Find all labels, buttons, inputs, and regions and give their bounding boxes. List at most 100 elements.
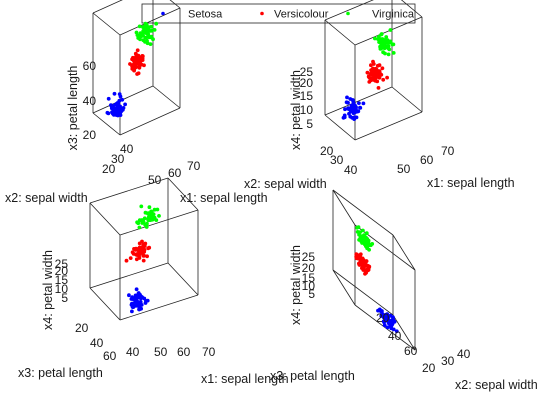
data-point-virginica bbox=[370, 242, 375, 246]
data-point-virginica bbox=[388, 28, 393, 32]
data-point-setosa bbox=[348, 97, 353, 101]
data-point-virginica bbox=[147, 35, 152, 40]
data-point-setosa bbox=[113, 103, 117, 107]
data-point-versicolour bbox=[131, 63, 135, 67]
box-edge bbox=[324, 86, 393, 116]
legend-label-versicolour: Versicolour bbox=[274, 9, 329, 21]
data-point-virginica bbox=[149, 24, 154, 29]
box-edge bbox=[92, 0, 123, 14]
z-tick-label: 15 bbox=[302, 271, 316, 285]
y-tick-label: 40 bbox=[388, 329, 402, 343]
data-point-virginica bbox=[361, 228, 365, 233]
data-point-virginica bbox=[387, 47, 392, 52]
y-tick-label: 40 bbox=[344, 163, 358, 177]
data-point-versicolour bbox=[369, 63, 373, 68]
data-point-setosa bbox=[386, 318, 391, 323]
data-point-virginica bbox=[147, 205, 152, 210]
z-tick-label: 5 bbox=[61, 291, 68, 305]
data-point-virginica bbox=[365, 244, 369, 249]
x-tick-label: 40 bbox=[457, 347, 471, 361]
data-point-setosa bbox=[394, 329, 399, 334]
data-point-virginica bbox=[138, 31, 143, 36]
data-point-virginica bbox=[154, 21, 159, 26]
data-point-setosa bbox=[117, 92, 122, 96]
data-point-versicolour bbox=[145, 254, 150, 259]
data-point-virginica bbox=[386, 52, 391, 57]
box-edge bbox=[89, 287, 121, 321]
y-tick-label: 40 bbox=[120, 142, 134, 156]
data-point-setosa bbox=[112, 91, 117, 96]
data-point-versicolour bbox=[137, 245, 142, 250]
data-point-setosa bbox=[347, 111, 351, 116]
data-point-virginica bbox=[137, 225, 142, 230]
data-point-virginica bbox=[382, 40, 387, 45]
x-tick-label: 50 bbox=[397, 162, 411, 176]
z-tick-label: 25 bbox=[55, 257, 69, 271]
data-point-setosa bbox=[357, 101, 361, 105]
data-point-virginica bbox=[143, 210, 148, 215]
data-point-setosa bbox=[139, 296, 143, 301]
data-point-versicolour bbox=[354, 256, 359, 261]
data-point-setosa bbox=[351, 111, 356, 115]
data-point-setosa bbox=[383, 312, 388, 317]
data-point-versicolour bbox=[141, 258, 146, 263]
data-point-setosa bbox=[138, 300, 143, 304]
z-tick-label: 5 bbox=[308, 287, 315, 301]
data-point-virginica bbox=[155, 207, 160, 212]
data-point-versicolour bbox=[371, 77, 376, 82]
box-edge bbox=[392, 234, 416, 271]
data-point-setosa bbox=[133, 299, 138, 304]
data-point-versicolour bbox=[362, 268, 367, 272]
y-tick-label: 20 bbox=[102, 162, 116, 176]
data-point-versicolour bbox=[133, 56, 138, 61]
data-point-setosa bbox=[129, 297, 134, 301]
data-point-setosa bbox=[115, 107, 120, 111]
data-point-versicolour bbox=[377, 63, 382, 68]
data-point-versicolour bbox=[131, 55, 135, 60]
y-axis-label: x3: petal length bbox=[270, 369, 355, 383]
x-tick-label: 40 bbox=[126, 345, 140, 359]
data-point-versicolour bbox=[375, 79, 380, 84]
box-edge bbox=[354, 304, 416, 351]
y-axis-label: x3: petal length bbox=[18, 366, 103, 380]
data-point-versicolour bbox=[357, 261, 361, 266]
data-point-virginica bbox=[391, 51, 396, 55]
data-point-virginica bbox=[149, 210, 154, 214]
x-tick-label: 60 bbox=[177, 345, 191, 359]
x-tick-label: 70 bbox=[202, 345, 216, 359]
data-point-virginica bbox=[140, 221, 145, 225]
data-point-setosa bbox=[392, 319, 397, 324]
data-point-versicolour bbox=[359, 256, 363, 261]
legend-marker-versicolour bbox=[260, 11, 264, 16]
z-axis-label: x4: petal width bbox=[41, 250, 55, 330]
data-point-setosa bbox=[112, 113, 116, 117]
data-point-setosa bbox=[361, 101, 366, 106]
x-tick-label: 50 bbox=[148, 173, 162, 187]
box-edge bbox=[152, 85, 181, 109]
data-point-versicolour bbox=[370, 72, 374, 77]
data-point-setosa bbox=[126, 293, 131, 298]
data-point-setosa bbox=[350, 115, 354, 120]
data-point-virginica bbox=[379, 32, 384, 36]
data-point-virginica bbox=[147, 29, 152, 33]
data-point-setosa bbox=[376, 308, 380, 313]
x-axis-label: x1: sepal length bbox=[201, 372, 289, 386]
box-edge bbox=[119, 294, 199, 321]
data-point-versicolour bbox=[137, 61, 141, 66]
data-point-setosa bbox=[351, 105, 356, 109]
data-point-versicolour bbox=[371, 62, 376, 66]
data-point-setosa bbox=[358, 105, 362, 110]
box-edge bbox=[89, 202, 121, 236]
data-point-virginica bbox=[136, 36, 141, 40]
data-point-versicolour bbox=[358, 252, 363, 257]
data-point-setosa bbox=[346, 106, 350, 111]
data-point-setosa bbox=[120, 97, 125, 102]
data-point-virginica bbox=[379, 41, 383, 46]
z-axis-label: x3: petal length bbox=[66, 66, 80, 151]
data-point-virginica bbox=[373, 36, 377, 41]
data-point-versicolour bbox=[142, 253, 147, 258]
